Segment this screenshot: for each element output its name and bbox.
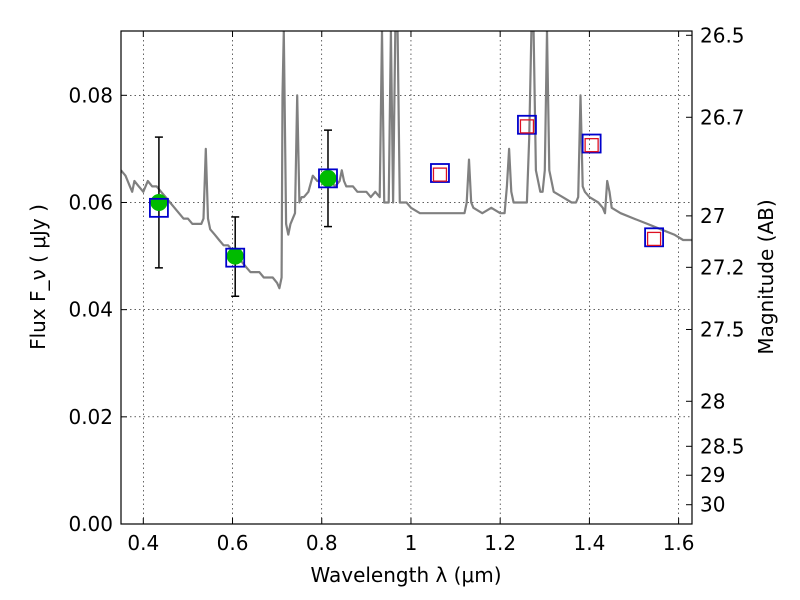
right-tick-label: 26.5 bbox=[700, 23, 745, 47]
series-layer bbox=[121, 31, 692, 290]
y-tick-label: 0.04 bbox=[68, 298, 113, 322]
model-flux-square-blue bbox=[517, 114, 537, 135]
model-flux-square-blue bbox=[644, 227, 664, 248]
y-tick-label: 0.02 bbox=[68, 405, 113, 429]
y-tick-label: 0.00 bbox=[68, 512, 113, 536]
right-tick-label: 27.2 bbox=[700, 255, 745, 279]
x-tick-label: 1.2 bbox=[484, 531, 516, 555]
grid bbox=[121, 31, 692, 525]
x-tick-label: 1.6 bbox=[663, 531, 695, 555]
model-flux-square-red bbox=[519, 119, 535, 134]
x-tick-label: 0.6 bbox=[217, 531, 249, 555]
x-tick-label: 1 bbox=[405, 531, 418, 555]
x-axis-label: Wavelength λ (μm) bbox=[310, 563, 501, 587]
right-tick-label: 28.5 bbox=[700, 434, 745, 458]
measured-flux-point bbox=[150, 193, 168, 211]
y-tick-label: 0.06 bbox=[68, 190, 113, 214]
model-flux-square-red bbox=[646, 231, 662, 247]
x-tick-label: 0.8 bbox=[306, 531, 338, 555]
model-flux-square-blue bbox=[581, 133, 602, 154]
x-tick-label: 0.4 bbox=[127, 531, 159, 555]
model-flux-square-blue bbox=[225, 247, 246, 268]
right-tick-label: 26.7 bbox=[700, 105, 745, 129]
y-axis-label: Flux F_ν ( μJy ) bbox=[26, 204, 50, 350]
model-flux-square-red bbox=[432, 167, 448, 182]
right-tick-label: 27.5 bbox=[700, 317, 745, 341]
plot-frame bbox=[120, 30, 693, 525]
markers-layer bbox=[149, 114, 664, 298]
spectrum-line bbox=[121, 31, 692, 290]
right-tick-label: 28 bbox=[700, 389, 725, 413]
model-flux-square-blue bbox=[318, 168, 338, 189]
y-tick-label: 0.08 bbox=[68, 83, 113, 107]
ticks-layer: 0.4 0.6 0.8 1 1.2 1.4 1.6 0.00 0.02 0.04 0.06 0.08 2… bbox=[68, 23, 744, 555]
y-axis-right-label: Magnitude (AB) bbox=[754, 199, 778, 354]
model-flux-square-red bbox=[584, 137, 599, 153]
right-tick-label: 30 bbox=[700, 493, 725, 517]
right-tick-label: 29 bbox=[700, 463, 725, 487]
measured-flux-point bbox=[319, 169, 337, 187]
measured-flux-point bbox=[226, 247, 244, 265]
model-flux-square-blue bbox=[430, 163, 450, 183]
model-flux-square-blue bbox=[149, 197, 169, 218]
right-tick-label: 27 bbox=[700, 204, 725, 228]
x-tick-label: 1.4 bbox=[573, 531, 605, 555]
